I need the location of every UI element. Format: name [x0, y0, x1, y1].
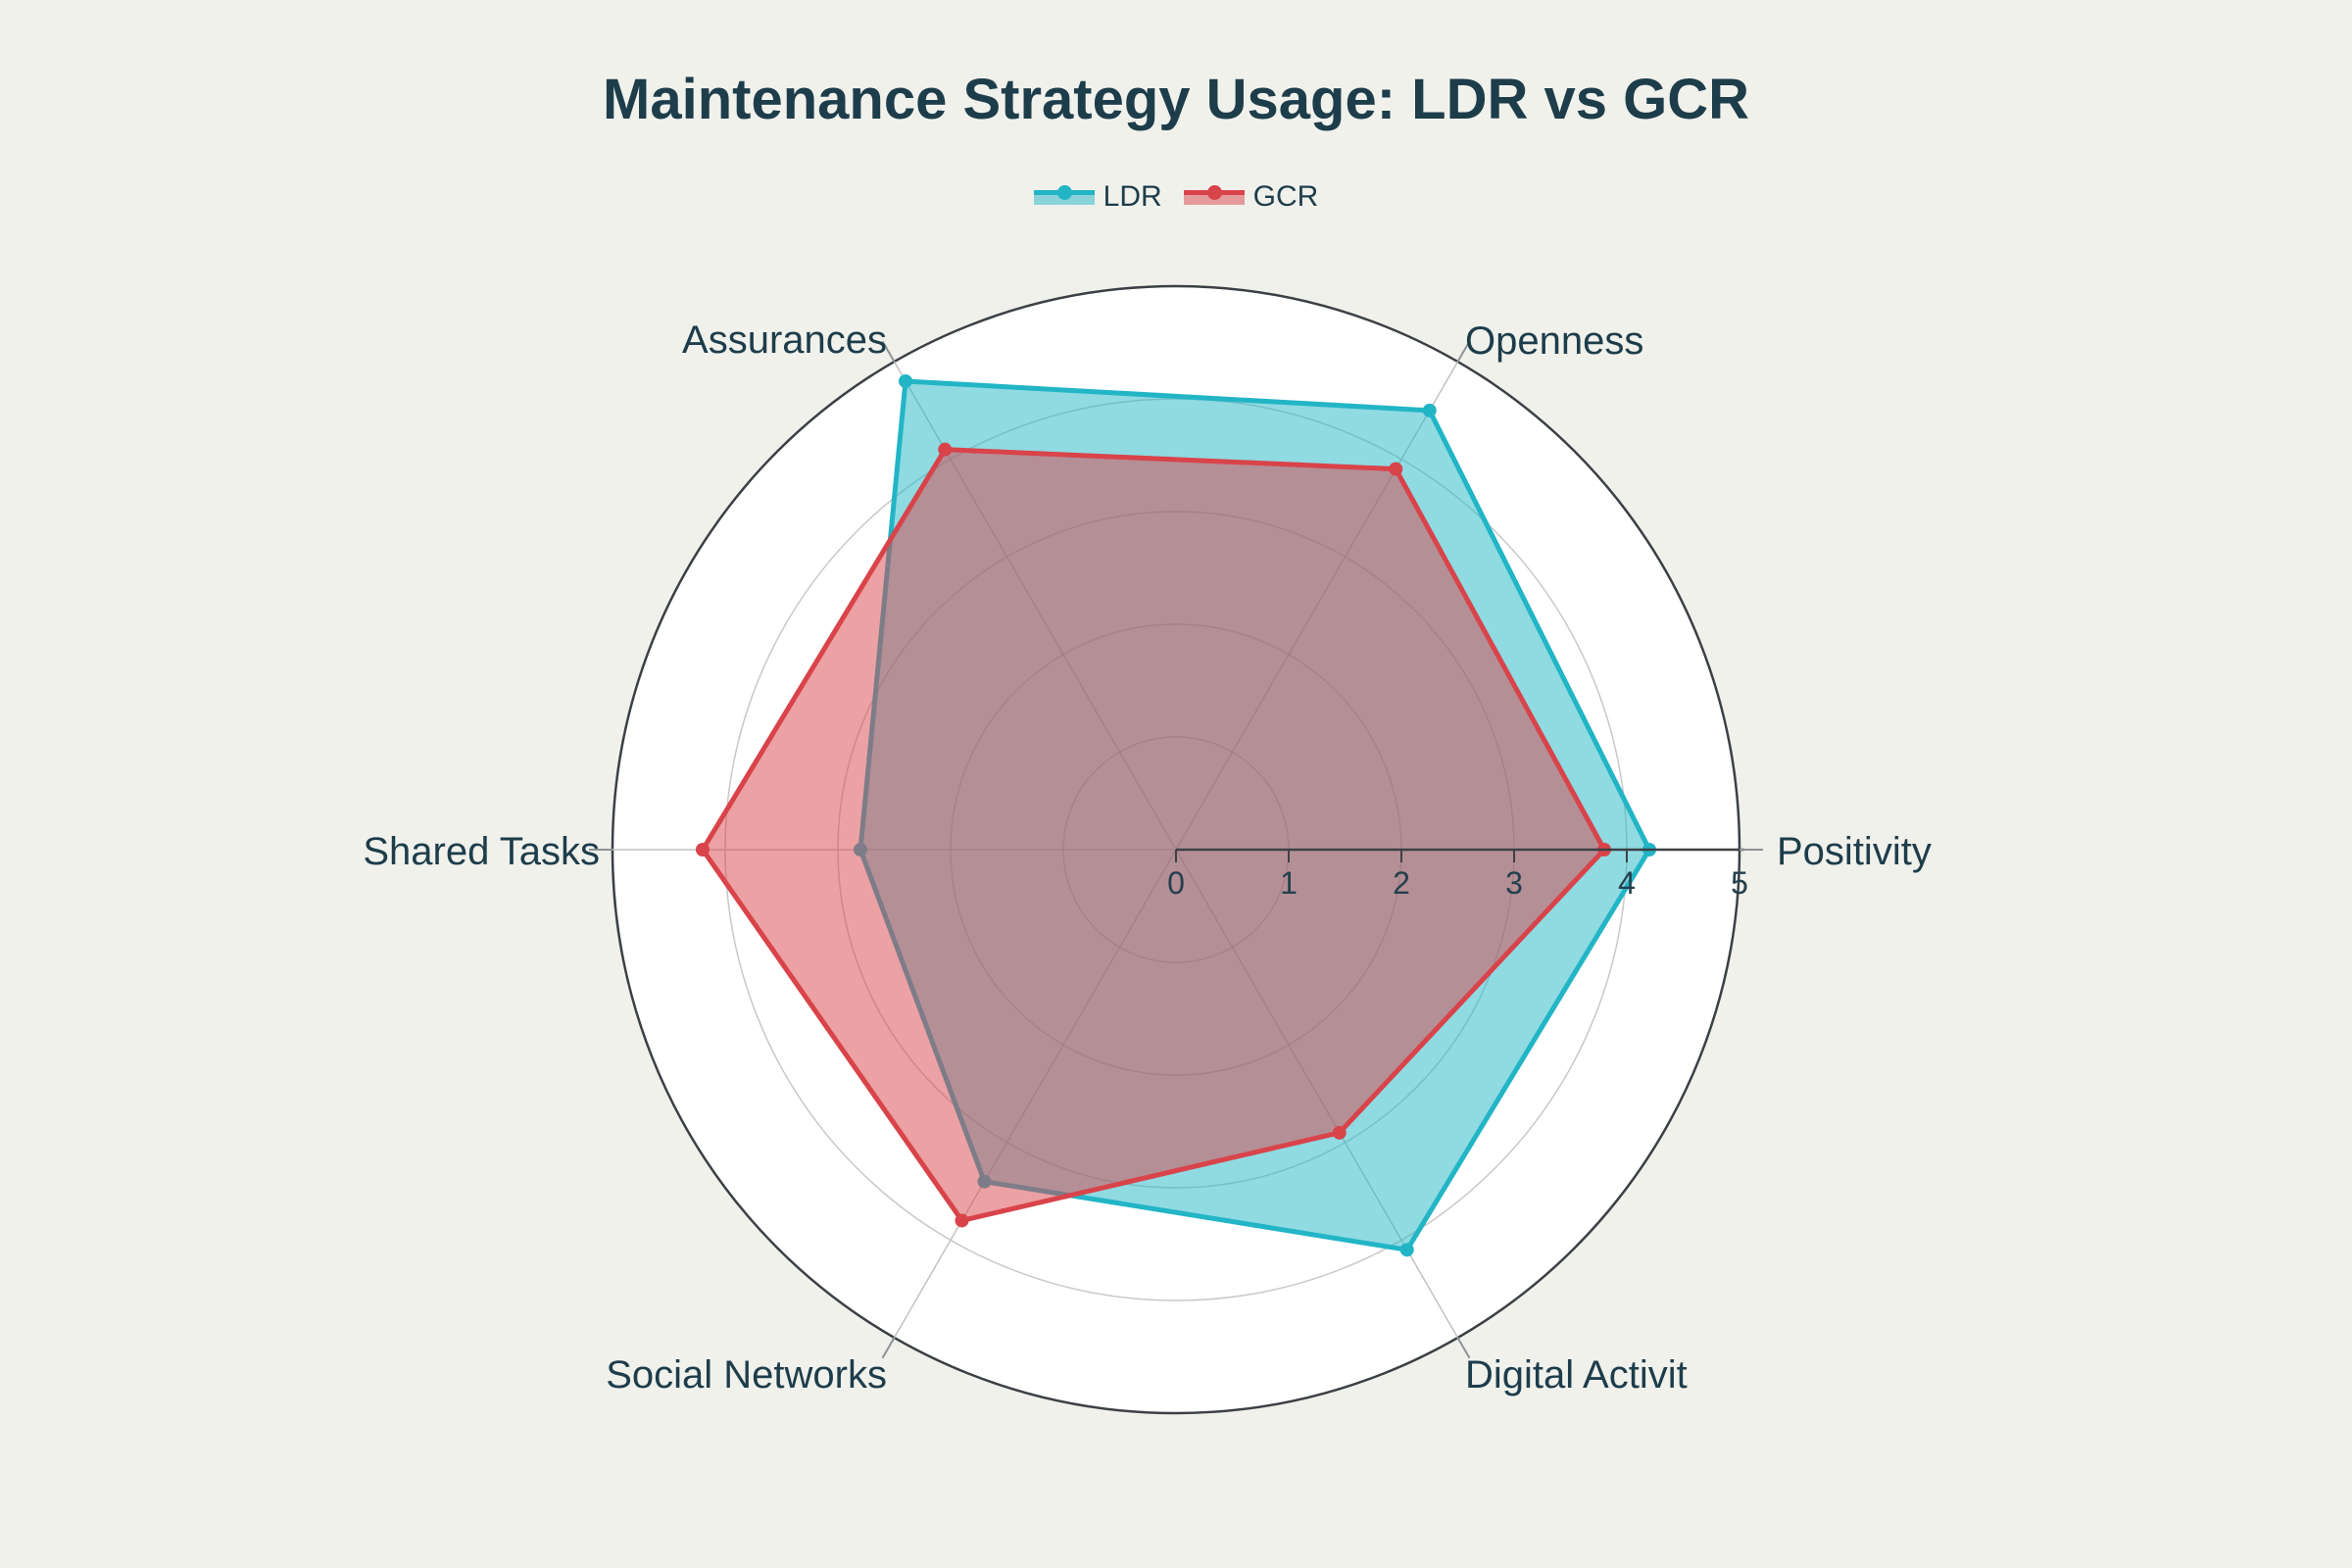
- series-gcr-marker-assurances[interactable]: [938, 442, 953, 457]
- category-label-shared-tasks: Shared Tasks: [363, 830, 600, 873]
- category-label-assurances: Assurances: [682, 318, 887, 362]
- radial-tick-label: 0: [1167, 865, 1185, 901]
- series-gcr-marker-shared-tasks[interactable]: [696, 843, 710, 857]
- ldr-swatch-icon: [1033, 185, 1095, 209]
- legend-item-gcr[interactable]: GCR: [1183, 180, 1319, 214]
- legend-label-ldr: LDR: [1102, 180, 1162, 213]
- chart-title: Maintenance Strategy Usage: LDR vs GCR: [603, 68, 1749, 131]
- radial-tick-label: 1: [1280, 865, 1298, 901]
- legend-label-gcr: GCR: [1252, 180, 1319, 213]
- angular-tick: [881, 340, 896, 363]
- category-label-social-networks: Social Networks: [606, 1353, 887, 1396]
- series-gcr-marker-openness[interactable]: [1389, 462, 1403, 476]
- category-label-digital-activit: Digital Activit: [1465, 1353, 1688, 1396]
- legend-item-ldr[interactable]: LDR: [1033, 180, 1162, 214]
- series-gcr-marker-digital-activit[interactable]: [1332, 1125, 1347, 1140]
- angular-tick: [1456, 1337, 1471, 1359]
- series-ldr-marker-openness[interactable]: [1422, 403, 1437, 417]
- radial-tick-label: 5: [1731, 865, 1748, 901]
- gcr-swatch-icon: [1183, 185, 1245, 209]
- radial-tick-label: 3: [1505, 865, 1523, 901]
- category-label-openness: Openness: [1465, 319, 1643, 363]
- series-gcr-marker-social-networks[interactable]: [955, 1213, 969, 1228]
- series-ldr-marker-digital-activit[interactable]: [1399, 1243, 1414, 1257]
- angular-tick: [1456, 340, 1471, 363]
- series-ldr-marker-assurances[interactable]: [899, 373, 912, 388]
- radial-tick-label: 2: [1393, 865, 1410, 901]
- angular-tick: [881, 1337, 896, 1359]
- legend: LDR GCR: [0, 180, 2352, 214]
- radial-tick-label: 4: [1618, 865, 1636, 901]
- category-label-positivity: Positivity: [1777, 830, 1932, 873]
